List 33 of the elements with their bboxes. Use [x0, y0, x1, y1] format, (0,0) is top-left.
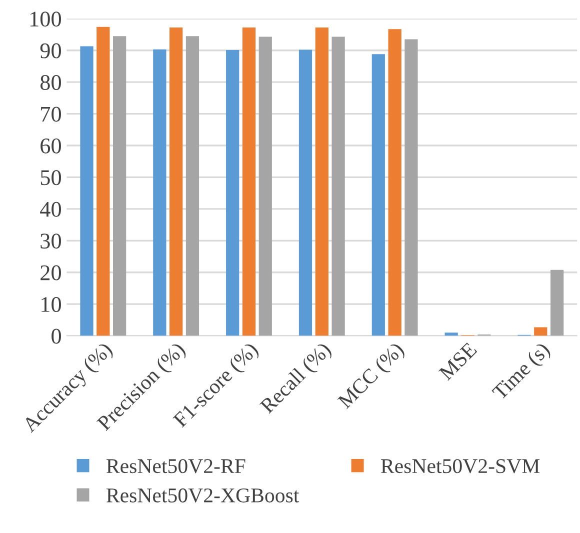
bar	[226, 50, 240, 336]
legend-label: ResNet50V2-RF	[106, 459, 246, 474]
y-tick-label: 90	[40, 43, 61, 58]
bar	[534, 327, 548, 336]
bar	[96, 26, 110, 336]
y-tick-label: 60	[40, 138, 61, 154]
bar	[332, 36, 345, 336]
bar	[315, 28, 328, 336]
bar	[372, 54, 385, 336]
y-tick-label: 50	[40, 170, 61, 186]
bar	[550, 270, 564, 336]
bar	[258, 36, 272, 336]
bar	[80, 46, 94, 336]
y-tick-label: 70	[41, 106, 61, 122]
y-tick-label: 10	[42, 297, 61, 312]
bar	[298, 50, 312, 336]
y-tick-label: 0	[52, 328, 61, 344]
y-tick-label: 100	[30, 12, 61, 27]
bar	[113, 36, 126, 336]
bar	[444, 332, 458, 336]
legend-label: ResNet50V2-SVM	[381, 459, 540, 474]
bar	[186, 36, 200, 336]
bar	[404, 39, 418, 336]
bar	[153, 49, 166, 336]
y-tick-label: 80	[40, 75, 61, 90]
y-tick-label: 20	[40, 265, 61, 280]
bar	[242, 28, 256, 336]
bar	[388, 29, 402, 336]
bar	[170, 28, 183, 336]
y-tick-label: 30	[40, 234, 61, 249]
legend-label: ResNet50V2-XGBoost	[106, 488, 300, 503]
y-tick-label: 40	[40, 202, 61, 217]
x-tick-label: Time (s)	[491, 341, 554, 404]
